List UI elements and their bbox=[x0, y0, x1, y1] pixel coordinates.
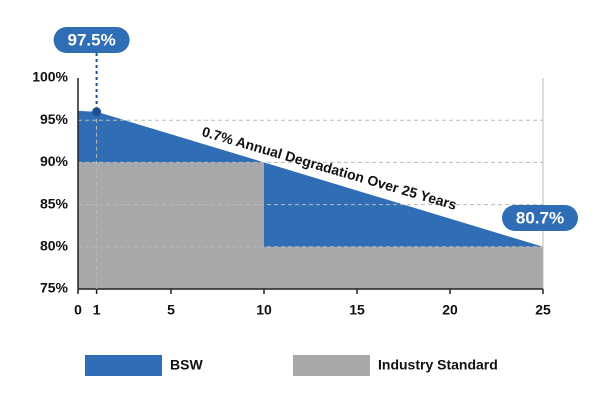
y-tick-label: 85% bbox=[40, 195, 69, 211]
legend-label: BSW bbox=[170, 357, 203, 373]
callout-label: 97.5% bbox=[67, 30, 115, 49]
y-tick-label: 80% bbox=[40, 238, 69, 254]
callout-pill bbox=[502, 205, 578, 231]
x-tick-label: 20 bbox=[442, 302, 458, 318]
y-tick-label: 90% bbox=[40, 153, 69, 169]
legend-label: Industry Standard bbox=[378, 357, 498, 373]
x-tick-label: 5 bbox=[167, 302, 175, 318]
legend-swatch bbox=[85, 355, 162, 376]
callout-pill bbox=[53, 27, 130, 53]
x-tick-label: 25 bbox=[535, 302, 551, 318]
x-tick-label: 15 bbox=[349, 302, 365, 318]
y-tick-label: 100% bbox=[32, 69, 68, 85]
x-tick-label: 0 bbox=[74, 302, 82, 318]
marker-dot bbox=[92, 107, 102, 117]
x-tick-label: 1 bbox=[93, 302, 101, 318]
y-tick-label: 75% bbox=[40, 280, 69, 296]
legend-swatch bbox=[293, 355, 370, 376]
x-tick-label: 10 bbox=[256, 302, 272, 318]
area bbox=[78, 162, 543, 289]
callout-label: 80.7% bbox=[516, 208, 564, 227]
y-tick-label: 95% bbox=[40, 111, 69, 127]
